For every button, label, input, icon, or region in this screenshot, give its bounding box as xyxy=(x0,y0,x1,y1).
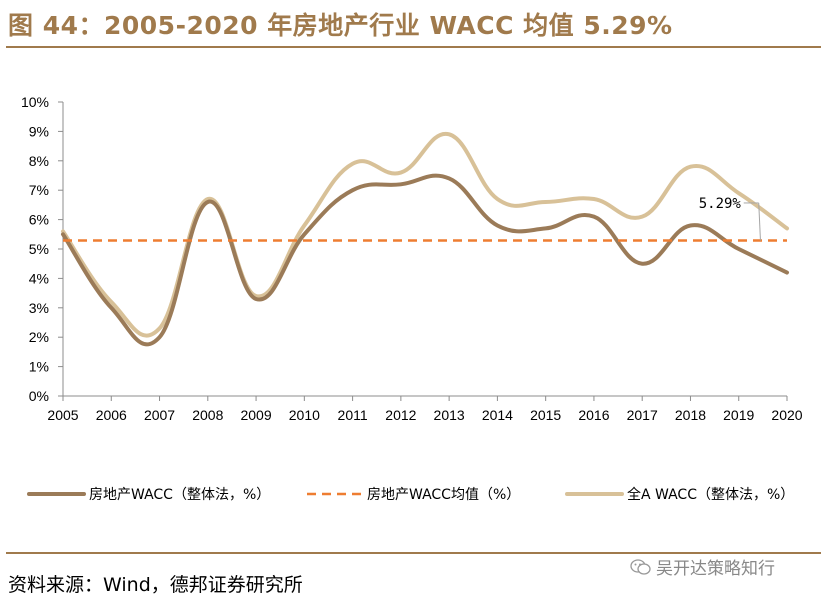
y-tick-label: 0% xyxy=(29,388,49,404)
legend-item-0: 房地产WACC（整体法，%） xyxy=(27,487,270,503)
figure-title: 图 44：2005-2020 年房地产行业 WACC 均值 5.29% xyxy=(8,11,673,40)
series-line-0 xyxy=(61,173,789,347)
watermark: 吴开达策略知行 xyxy=(630,554,775,579)
x-tick-label: 2019 xyxy=(723,407,754,423)
x-tick-label: 2018 xyxy=(675,407,706,423)
footer-divider xyxy=(6,552,821,554)
watermark-text: 吴开达策略知行 xyxy=(656,559,775,579)
y-tick-label: 1% xyxy=(29,359,49,375)
chart-legend: 房地产WACC（整体法，%） 房地产WACC均值（%） 全A WACC（整体法，%） xyxy=(27,486,794,503)
y-tick-label: 7% xyxy=(29,182,49,198)
series-layer xyxy=(61,132,789,347)
x-tick-label: 2008 xyxy=(192,407,223,423)
y-tick-label: 3% xyxy=(29,300,49,316)
x-tick-label: 2012 xyxy=(385,407,416,423)
y-tick-label: 8% xyxy=(29,153,49,169)
chart-axes: 0% 1% 2% 3% 4% 5% 6% 7% 8% 9% 10% 2005 2006 2007 2008 2… xyxy=(21,94,803,423)
annotation-leader xyxy=(758,202,761,241)
source-note: 资料来源：Wind，德邦证券研究所 xyxy=(8,574,303,596)
y-tick-label: 6% xyxy=(29,212,49,228)
legend-label: 房地产WACC均值（%） xyxy=(367,487,520,503)
legend-label: 全A WACC（整体法，%） xyxy=(627,486,794,503)
x-tick-label: 2014 xyxy=(482,407,513,423)
annotation-label: 5.29% xyxy=(699,196,742,212)
x-tick-label: 2020 xyxy=(771,407,802,423)
y-tick-label: 2% xyxy=(29,329,49,345)
x-tick-label: 2016 xyxy=(578,407,609,423)
y-tick-label: 5% xyxy=(29,241,49,257)
legend-label: 房地产WACC（整体法，%） xyxy=(89,487,270,503)
legend-item-2: 全A WACC（整体法，%） xyxy=(565,486,794,503)
y-tick-label: 4% xyxy=(29,270,49,286)
x-tick-label: 2005 xyxy=(47,407,78,423)
x-tick-label: 2009 xyxy=(240,407,271,423)
annotation-layer: 5.29% xyxy=(699,196,761,241)
x-tick-label: 2013 xyxy=(434,407,465,423)
x-tick-label: 2011 xyxy=(338,407,368,423)
y-tick-label: 9% xyxy=(29,123,49,139)
legend-item-1: 房地产WACC均值（%） xyxy=(307,487,520,503)
x-tick-label: 2015 xyxy=(530,407,561,423)
wechat-icon xyxy=(630,558,651,575)
x-tick-label: 2010 xyxy=(289,407,320,423)
y-tick-label: 10% xyxy=(21,94,49,110)
title-divider xyxy=(6,46,821,48)
line-chart: 0% 1% 2% 3% 4% 5% 6% 7% 8% 9% 10% 2005 2006 2007 2008 2… xyxy=(21,94,803,503)
x-tick-label: 2006 xyxy=(96,407,127,423)
x-tick-label: 2017 xyxy=(627,407,658,423)
x-tick-label: 2007 xyxy=(144,407,175,423)
